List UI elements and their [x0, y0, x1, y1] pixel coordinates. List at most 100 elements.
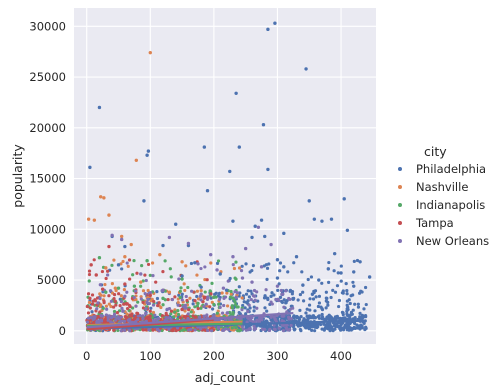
- data-point: [161, 288, 165, 292]
- data-point: [243, 246, 248, 251]
- cloud-point: [146, 297, 150, 302]
- cloud-point: [131, 273, 135, 277]
- cloud-point: [355, 258, 360, 263]
- cloud-point: [144, 307, 148, 311]
- data-point: [320, 219, 324, 223]
- cloud-point: [281, 314, 285, 318]
- cloud-point: [213, 292, 217, 296]
- tick-labels: 0 100 200 300 400 0 5000 10000 15000 20000 25000 30…: [29, 19, 352, 363]
- cloud-point: [148, 309, 152, 313]
- data-point: [104, 266, 108, 270]
- cloud-point: [161, 270, 165, 274]
- cloud-point: [345, 299, 349, 303]
- data-point: [186, 241, 191, 246]
- cloud-point: [170, 328, 175, 333]
- cloud-point: [186, 312, 190, 316]
- cloud-point: [85, 320, 90, 324]
- cloud-point: [199, 298, 203, 302]
- cloud-point: [358, 316, 363, 320]
- cloud-point: [337, 304, 341, 309]
- data-point: [139, 272, 143, 276]
- cloud-point: [176, 312, 181, 317]
- cloud-point: [96, 301, 100, 305]
- cloud-point: [272, 293, 276, 297]
- data-point: [218, 272, 222, 276]
- data-point: [167, 290, 172, 294]
- cloud-point: [363, 285, 368, 290]
- data-point: [253, 298, 257, 303]
- cloud-point: [221, 328, 226, 332]
- cloud-point: [237, 266, 242, 270]
- cloud-point: [298, 308, 302, 312]
- data-point: [180, 277, 184, 281]
- data-point: [367, 275, 372, 279]
- cloud-point: [263, 306, 267, 310]
- cloud-point: [125, 306, 130, 311]
- cloud-point: [234, 260, 238, 264]
- legend-title: city: [424, 144, 447, 159]
- cloud-point: [151, 274, 155, 278]
- legend-entry: Philadelphia: [416, 162, 486, 176]
- cloud-point: [291, 297, 295, 301]
- cloud-point: [169, 312, 173, 316]
- cloud-point: [87, 272, 92, 277]
- legend-marker: [398, 167, 402, 171]
- cloud-point: [147, 317, 152, 321]
- cloud-point: [313, 309, 317, 313]
- data-point: [113, 286, 118, 290]
- cloud-point: [119, 319, 124, 323]
- cloud-point: [284, 301, 288, 305]
- cloud-point: [176, 303, 180, 307]
- cloud-point: [301, 290, 305, 294]
- regression-line: [86, 311, 294, 329]
- cloud-point: [143, 292, 147, 296]
- cloud-point: [240, 264, 244, 268]
- legend-marker: [398, 203, 402, 207]
- cloud-point: [314, 295, 318, 299]
- cloud-point: [186, 285, 190, 290]
- data-point: [307, 199, 311, 203]
- data-point: [132, 284, 137, 288]
- cloud-point: [203, 277, 207, 282]
- cloud-point: [275, 324, 279, 329]
- cloud-point: [234, 303, 238, 307]
- cloud-point: [313, 325, 317, 329]
- cloud-point: [220, 291, 224, 295]
- cloud-point: [104, 304, 108, 308]
- cloud-point: [265, 277, 269, 281]
- cloud-point: [290, 292, 294, 296]
- legend-marker: [398, 221, 402, 225]
- data-point: [326, 267, 331, 271]
- data-point: [339, 271, 343, 275]
- cloud-point: [125, 312, 129, 316]
- cloud-point: [343, 323, 347, 327]
- cloud-point: [302, 299, 306, 303]
- cloud-point: [144, 319, 148, 323]
- cloud-point: [225, 311, 229, 315]
- data-point: [269, 242, 273, 247]
- cloud-point: [362, 307, 366, 311]
- cloud-point: [195, 289, 200, 293]
- cloud-point: [168, 267, 172, 271]
- cloud-point: [150, 261, 155, 265]
- cloud-point: [112, 309, 117, 314]
- data-point: [205, 189, 210, 193]
- cloud-point: [232, 266, 237, 271]
- cloud-point: [212, 302, 216, 307]
- y-tick-label: 20000: [29, 121, 66, 135]
- cloud-point: [184, 264, 188, 268]
- data-point: [134, 158, 139, 162]
- cloud-point: [345, 303, 349, 307]
- cloud-point: [288, 307, 292, 311]
- data-point: [259, 218, 264, 222]
- cloud-point: [92, 258, 96, 262]
- cloud-point: [215, 261, 220, 265]
- cloud-point: [256, 299, 260, 303]
- cloud-point: [87, 300, 92, 305]
- data-point: [180, 307, 184, 312]
- cloud-point: [126, 318, 130, 322]
- data-point: [135, 311, 140, 316]
- cloud-point: [188, 296, 192, 300]
- cloud-point: [128, 329, 132, 333]
- cloud-point: [155, 296, 160, 301]
